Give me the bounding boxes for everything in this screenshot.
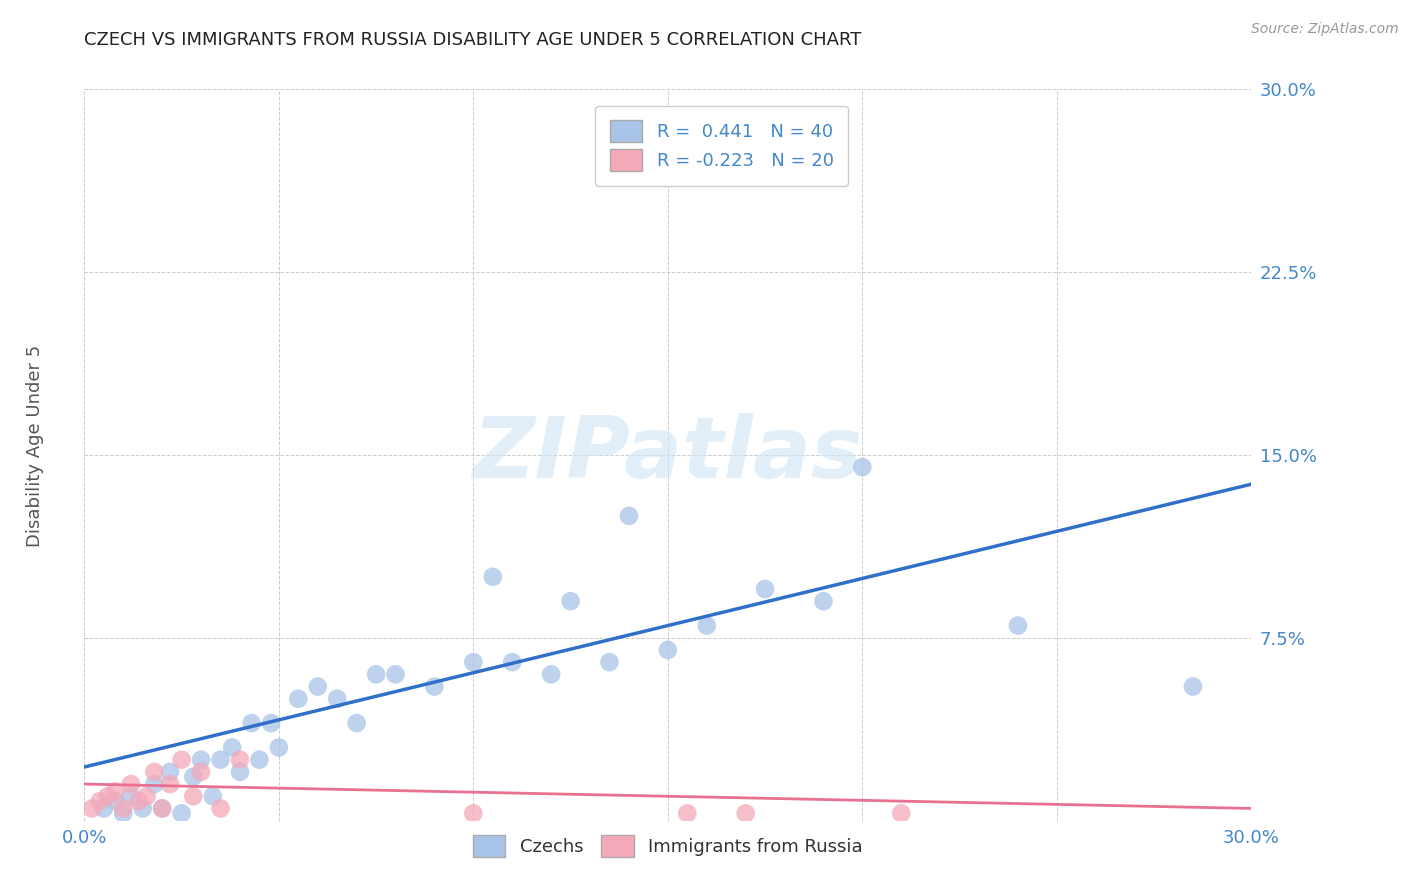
Point bbox=[540, 667, 562, 681]
Point bbox=[247, 753, 270, 767]
Point bbox=[813, 594, 835, 608]
Point bbox=[190, 753, 212, 767]
Point bbox=[696, 618, 718, 632]
Text: ZIPatlas: ZIPatlas bbox=[472, 413, 863, 497]
Text: Source: ZipAtlas.com: Source: ZipAtlas.com bbox=[1251, 22, 1399, 37]
Point bbox=[170, 806, 193, 821]
Point bbox=[150, 801, 173, 815]
Point bbox=[599, 655, 621, 669]
Point bbox=[260, 716, 283, 731]
Point bbox=[560, 594, 582, 608]
Point bbox=[240, 716, 263, 731]
Point bbox=[89, 794, 111, 808]
Point bbox=[135, 789, 157, 804]
Point bbox=[143, 777, 166, 791]
Point bbox=[287, 691, 309, 706]
Point bbox=[1181, 680, 1204, 694]
Text: Disability Age Under 5: Disability Age Under 5 bbox=[27, 345, 44, 547]
Point bbox=[346, 716, 368, 731]
Point bbox=[366, 667, 388, 681]
Point bbox=[143, 764, 166, 779]
Point bbox=[657, 643, 679, 657]
Point bbox=[128, 794, 150, 808]
Point bbox=[617, 508, 640, 523]
Point bbox=[734, 806, 756, 821]
Point bbox=[501, 655, 523, 669]
Point bbox=[676, 806, 699, 821]
Point bbox=[181, 789, 204, 804]
Point bbox=[463, 655, 485, 669]
Point bbox=[93, 801, 115, 815]
Point bbox=[209, 801, 232, 815]
Text: CZECH VS IMMIGRANTS FROM RUSSIA DISABILITY AGE UNDER 5 CORRELATION CHART: CZECH VS IMMIGRANTS FROM RUSSIA DISABILI… bbox=[84, 31, 862, 49]
Point bbox=[326, 691, 349, 706]
Point bbox=[104, 784, 127, 798]
Point bbox=[221, 740, 243, 755]
Point bbox=[159, 777, 181, 791]
Point bbox=[97, 789, 120, 804]
Legend: Czechs, Immigrants from Russia: Czechs, Immigrants from Russia bbox=[464, 826, 872, 866]
Point bbox=[851, 460, 873, 475]
Point bbox=[890, 806, 912, 821]
Point bbox=[229, 764, 252, 779]
Point bbox=[384, 667, 406, 681]
Point bbox=[423, 680, 446, 694]
Point bbox=[104, 794, 127, 808]
Point bbox=[132, 801, 155, 815]
Point bbox=[229, 753, 252, 767]
Point bbox=[754, 582, 776, 596]
Point bbox=[181, 770, 204, 784]
Point bbox=[481, 570, 505, 584]
Point bbox=[307, 680, 329, 694]
Point bbox=[112, 801, 135, 815]
Point bbox=[170, 753, 193, 767]
Point bbox=[120, 777, 142, 791]
Point bbox=[201, 789, 224, 804]
Point bbox=[267, 740, 290, 755]
Point bbox=[463, 806, 485, 821]
Point bbox=[1007, 618, 1029, 632]
Point bbox=[82, 801, 104, 815]
Point bbox=[150, 801, 173, 815]
Point bbox=[120, 789, 142, 804]
Point bbox=[190, 764, 212, 779]
Point bbox=[209, 753, 232, 767]
Point bbox=[112, 806, 135, 821]
Point bbox=[159, 764, 181, 779]
